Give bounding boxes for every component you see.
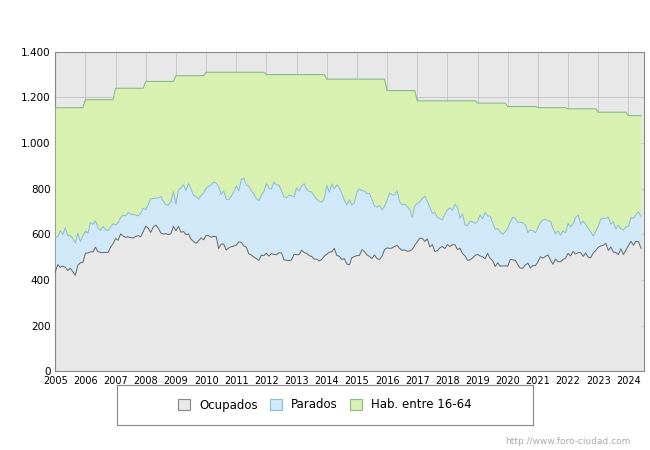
Text: http://www.foro-ciudad.com: http://www.foro-ciudad.com bbox=[505, 436, 630, 446]
Legend: Ocupados, Parados, Hab. entre 16-64: Ocupados, Parados, Hab. entre 16-64 bbox=[175, 395, 475, 415]
Text: Villaralbo - Evolucion de la poblacion en edad de Trabajar Mayo de 2024: Villaralbo - Evolucion de la poblacion e… bbox=[98, 17, 552, 30]
